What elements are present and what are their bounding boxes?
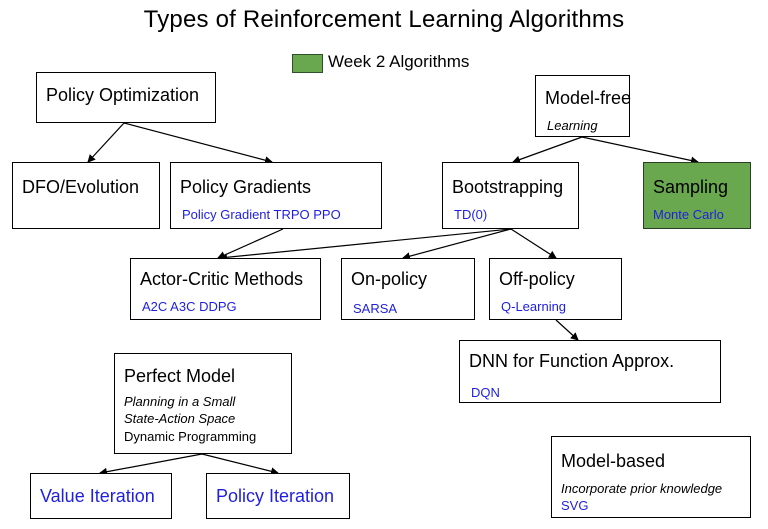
node-subtitle: Learning bbox=[547, 118, 598, 133]
node-bootstrapping: Bootstrapping TD(0) bbox=[442, 162, 579, 229]
node-value-iteration: Value Iteration bbox=[30, 473, 172, 519]
edge-policyopt-dfo bbox=[87, 122, 125, 163]
node-title: Value Iteration bbox=[40, 486, 155, 506]
node-title: Sampling bbox=[653, 177, 729, 197]
edge-offpolicy-dnn bbox=[555, 319, 579, 341]
node-examples: SVG bbox=[561, 498, 589, 513]
node-dnn-function-approx: DNN for Function Approx. DQN bbox=[459, 340, 721, 403]
node-actor-critic: Actor-Critic Methods A2C A3C DDPG bbox=[130, 258, 321, 320]
node-examples: Q-Learning bbox=[501, 299, 567, 314]
node-subtitle-line1: Planning in a Small bbox=[124, 394, 236, 409]
node-policy-iteration: Policy Iteration bbox=[206, 473, 350, 519]
edge-bootstrapping-onpolicy bbox=[402, 228, 512, 261]
node-title: Model-based bbox=[561, 451, 666, 471]
node-examples: TD(0) bbox=[454, 207, 488, 222]
edge-bootstrapping-offpolicy bbox=[510, 228, 557, 259]
edge-modelfree-bootstrapping bbox=[512, 136, 583, 164]
node-policy-gradients: Policy Gradients Policy Gradient TRPO PP… bbox=[170, 162, 382, 229]
node-off-policy: Off-policy Q-Learning bbox=[489, 258, 622, 320]
edge-modelfree-sampling bbox=[581, 136, 699, 165]
node-on-policy: On-policy SARSA bbox=[341, 258, 475, 320]
node-title: DFO/Evolution bbox=[22, 177, 140, 197]
legend-label: Week 2 Algorithms bbox=[328, 52, 470, 71]
node-subtitle: Incorporate prior knowledge bbox=[561, 481, 723, 496]
legend-swatch bbox=[292, 54, 323, 73]
node-title: Policy Optimization bbox=[46, 85, 200, 105]
node-title: Perfect Model bbox=[124, 366, 236, 386]
node-title: Policy Iteration bbox=[216, 486, 335, 506]
node-dfo-evolution: DFO/Evolution bbox=[12, 162, 160, 229]
node-examples: SARSA bbox=[353, 301, 398, 316]
edge-policygradients-actorcritic bbox=[217, 228, 284, 259]
node-sampling: Sampling Monte Carlo bbox=[643, 162, 751, 229]
node-model-based: Model-based Incorporate prior knowledge … bbox=[551, 436, 751, 518]
node-title: On-policy bbox=[351, 269, 428, 289]
node-title: Model-free bbox=[545, 88, 632, 108]
node-examples: A2C A3C DDPG bbox=[142, 299, 237, 314]
edge-perfectmodel-valueiteration bbox=[99, 453, 203, 476]
diagram-title: Types of Reinforcement Learning Algorith… bbox=[143, 6, 625, 33]
edge-policyopt-policygradients bbox=[123, 122, 273, 165]
node-model-free: Model-free Learning bbox=[535, 75, 632, 137]
node-title: Actor-Critic Methods bbox=[140, 269, 304, 289]
node-title: Policy Gradients bbox=[180, 177, 312, 197]
node-method: Dynamic Programming bbox=[124, 429, 257, 444]
node-policy-optimization: Policy Optimization bbox=[36, 72, 216, 123]
edge-perfectmodel-policyiteration bbox=[201, 453, 279, 476]
node-title: DNN for Function Approx. bbox=[469, 351, 675, 371]
node-subtitle-line2: State-Action Space bbox=[124, 411, 236, 426]
node-examples: DQN bbox=[471, 385, 500, 400]
node-title: Off-policy bbox=[499, 269, 575, 289]
edge-bootstrapping-actorcritic bbox=[219, 228, 512, 262]
node-title: Bootstrapping bbox=[452, 177, 564, 197]
node-examples: Policy Gradient TRPO PPO bbox=[182, 207, 341, 222]
node-perfect-model: Perfect Model Planning in a Small State-… bbox=[114, 353, 292, 454]
node-examples: Monte Carlo bbox=[653, 207, 724, 222]
